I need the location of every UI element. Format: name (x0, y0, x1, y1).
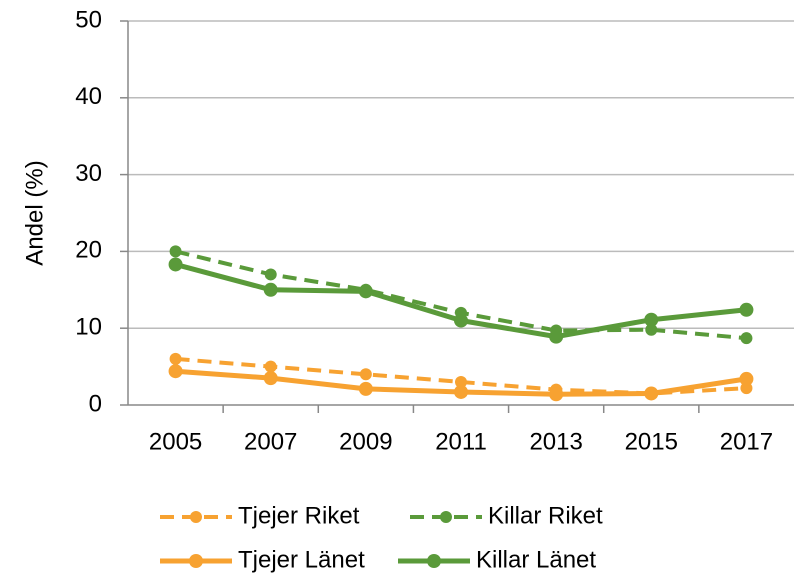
data-point (168, 257, 183, 272)
legend-label: Killar Länet (476, 546, 596, 573)
data-point (263, 282, 278, 297)
y-tick-label: 10 (75, 314, 102, 341)
legend-marker (427, 554, 441, 568)
x-tick-label: 2009 (339, 428, 392, 455)
data-point (263, 371, 278, 386)
legend-label: Tjejer Länet (238, 546, 365, 573)
data-point (169, 245, 182, 258)
data-point (168, 364, 183, 379)
legend-marker (190, 511, 202, 523)
data-point (549, 329, 564, 344)
y-axis-label: Andel (%) (21, 160, 48, 265)
x-tick-label: 2011 (435, 428, 487, 455)
data-point (739, 302, 754, 317)
data-point (264, 360, 277, 373)
y-tick-label: 30 (75, 160, 102, 187)
y-tick-label: 20 (75, 237, 102, 264)
data-point (358, 381, 373, 396)
x-tick-label: 2013 (529, 428, 582, 455)
y-tick-label: 0 (89, 390, 102, 417)
data-point (264, 268, 277, 281)
x-tick-label: 2017 (720, 428, 773, 455)
data-point (359, 368, 372, 381)
legend-label: Killar Riket (488, 502, 603, 529)
data-point (549, 387, 564, 402)
data-point (645, 323, 658, 336)
data-point (740, 332, 753, 345)
legend-marker (189, 554, 203, 568)
data-point (644, 386, 659, 401)
x-tick-label: 2015 (625, 428, 678, 455)
legend-marker (440, 511, 452, 523)
x-tick-label: 2007 (244, 428, 297, 455)
x-tick-label: 2005 (149, 428, 202, 455)
y-tick-label: 40 (75, 83, 102, 110)
data-point (739, 371, 754, 386)
legend-label: Tjejer Riket (238, 502, 360, 529)
data-point (358, 284, 373, 299)
data-point (454, 384, 468, 399)
data-point (644, 312, 659, 327)
data-point (455, 375, 467, 388)
y-tick-label: 50 (75, 6, 102, 33)
data-point (169, 352, 182, 365)
data-point (454, 313, 468, 328)
